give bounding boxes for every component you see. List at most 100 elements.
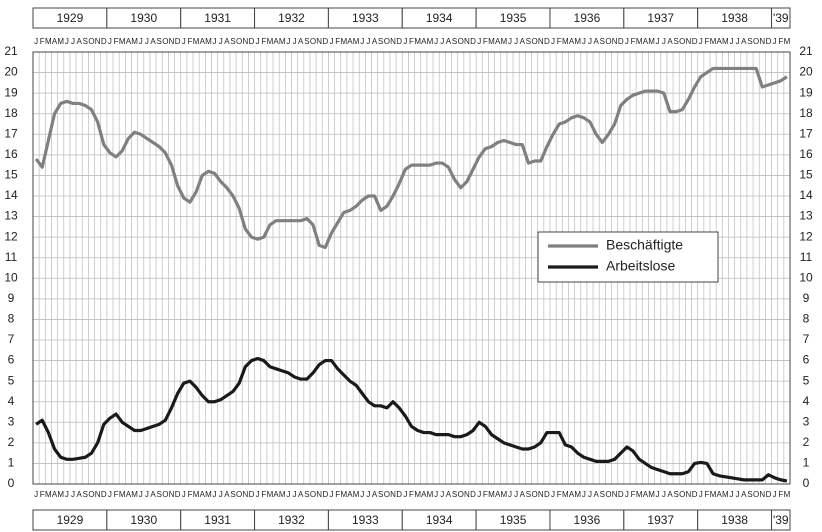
month-label-top: A bbox=[593, 37, 599, 46]
month-label-top: A bbox=[298, 37, 304, 46]
month-label-bottom: J bbox=[65, 490, 69, 499]
month-label-bottom: J bbox=[434, 490, 438, 499]
y-tick-label: 1 bbox=[8, 456, 15, 470]
month-label-bottom: M bbox=[45, 490, 52, 499]
month-label-top: J bbox=[286, 37, 290, 46]
month-label-top: O bbox=[88, 37, 94, 46]
month-label-bottom: F bbox=[40, 490, 45, 499]
month-label-bottom: D bbox=[396, 490, 402, 499]
month-label-bottom: M bbox=[267, 490, 274, 499]
month-label-top: N bbox=[612, 37, 618, 46]
month-label-top: M bbox=[710, 37, 717, 46]
month-label-top: N bbox=[686, 37, 692, 46]
month-label-bottom: O bbox=[605, 490, 611, 499]
month-label-top: M bbox=[722, 37, 729, 46]
month-label-bottom: M bbox=[353, 490, 360, 499]
month-label-bottom: S bbox=[452, 490, 457, 499]
month-label-bottom: A bbox=[224, 490, 230, 499]
month-label-top: A bbox=[372, 37, 378, 46]
month-label-bottom: A bbox=[421, 490, 427, 499]
month-label-top: D bbox=[618, 37, 624, 46]
y2-tick-label: 10 bbox=[799, 270, 813, 284]
month-label-top: S bbox=[304, 37, 309, 46]
month-label-bottom: S bbox=[304, 490, 309, 499]
month-label-top: D bbox=[101, 37, 107, 46]
year-box-bottom bbox=[771, 509, 791, 531]
month-label-bottom: A bbox=[372, 490, 378, 499]
month-label-top: O bbox=[236, 37, 242, 46]
month-label-top: F bbox=[40, 37, 45, 46]
month-label-top: F bbox=[557, 37, 562, 46]
year-label-bottom: 1933 bbox=[352, 513, 379, 527]
month-label-top: M bbox=[427, 37, 434, 46]
month-label-bottom: F bbox=[114, 490, 119, 499]
month-label-bottom: N bbox=[612, 490, 618, 499]
month-label-bottom: M bbox=[648, 490, 655, 499]
month-label-top: S bbox=[673, 37, 678, 46]
y-tick-label: 18 bbox=[4, 106, 18, 120]
month-label-top: J bbox=[360, 37, 364, 46]
month-label-top: S bbox=[156, 37, 161, 46]
y-tick-label: 4 bbox=[8, 394, 15, 408]
month-label-top: A bbox=[667, 37, 673, 46]
month-label-bottom: F bbox=[483, 490, 488, 499]
month-label-bottom: S bbox=[230, 490, 235, 499]
year-label-top: 1933 bbox=[352, 11, 379, 25]
month-label-top: N bbox=[390, 37, 396, 46]
month-label-bottom: J bbox=[514, 490, 518, 499]
month-label-bottom: A bbox=[347, 490, 353, 499]
month-label-top: A bbox=[224, 37, 230, 46]
month-label-top: J bbox=[366, 37, 370, 46]
year-label-bottom: '39 bbox=[773, 513, 789, 527]
month-label-bottom: S bbox=[526, 490, 531, 499]
month-label-bottom: M bbox=[636, 490, 643, 499]
month-label-bottom: J bbox=[71, 490, 75, 499]
month-label-top: A bbox=[717, 37, 723, 46]
y-tick-label: 19 bbox=[4, 85, 18, 99]
month-label-bottom: A bbox=[126, 490, 132, 499]
month-label-top: J bbox=[182, 37, 186, 46]
month-label-bottom: M bbox=[500, 490, 507, 499]
month-label-bottom: J bbox=[213, 490, 217, 499]
year-label-top: 1937 bbox=[647, 11, 674, 25]
month-label-top: M bbox=[119, 37, 126, 46]
y-tick-label: 17 bbox=[4, 126, 18, 140]
month-label-bottom: A bbox=[667, 490, 673, 499]
month-label-bottom: J bbox=[256, 490, 260, 499]
month-label-bottom: M bbox=[574, 490, 581, 499]
month-label-bottom: J bbox=[182, 490, 186, 499]
year-label-top: 1935 bbox=[500, 11, 527, 25]
y-tick-label: 21 bbox=[4, 44, 18, 58]
y2-tick-label: 1 bbox=[803, 456, 810, 470]
legend-box bbox=[537, 231, 719, 283]
y-tick-label: 15 bbox=[4, 168, 18, 182]
month-label-top: A bbox=[126, 37, 132, 46]
month-label-bottom: J bbox=[551, 490, 555, 499]
month-label-bottom: M bbox=[340, 490, 347, 499]
month-label-bottom: S bbox=[600, 490, 605, 499]
month-label-bottom: F bbox=[631, 490, 636, 499]
month-label-bottom: M bbox=[119, 490, 126, 499]
month-label-top: A bbox=[421, 37, 427, 46]
month-label-bottom: J bbox=[508, 490, 512, 499]
month-label-top: F bbox=[704, 37, 709, 46]
year-box-top bbox=[771, 7, 791, 29]
y-tick-label: 12 bbox=[4, 229, 18, 243]
y2-tick-label: 13 bbox=[799, 209, 813, 223]
month-label-top: J bbox=[65, 37, 69, 46]
month-label-top: D bbox=[766, 37, 772, 46]
month-label-top: O bbox=[753, 37, 759, 46]
month-label-top: O bbox=[162, 37, 168, 46]
month-label-bottom: J bbox=[360, 490, 364, 499]
month-label-top: J bbox=[508, 37, 512, 46]
month-label-top: M bbox=[57, 37, 64, 46]
month-label-bottom: J bbox=[656, 490, 660, 499]
y2-tick-label: 3 bbox=[803, 414, 810, 428]
month-label-bottom: F bbox=[778, 490, 783, 499]
month-label-bottom: O bbox=[458, 490, 464, 499]
month-label-top: J bbox=[108, 37, 112, 46]
month-label-top: J bbox=[662, 37, 666, 46]
month-label-bottom: A bbox=[520, 490, 526, 499]
month-label-bottom: D bbox=[766, 490, 772, 499]
year-label-top: 1936 bbox=[574, 11, 601, 25]
